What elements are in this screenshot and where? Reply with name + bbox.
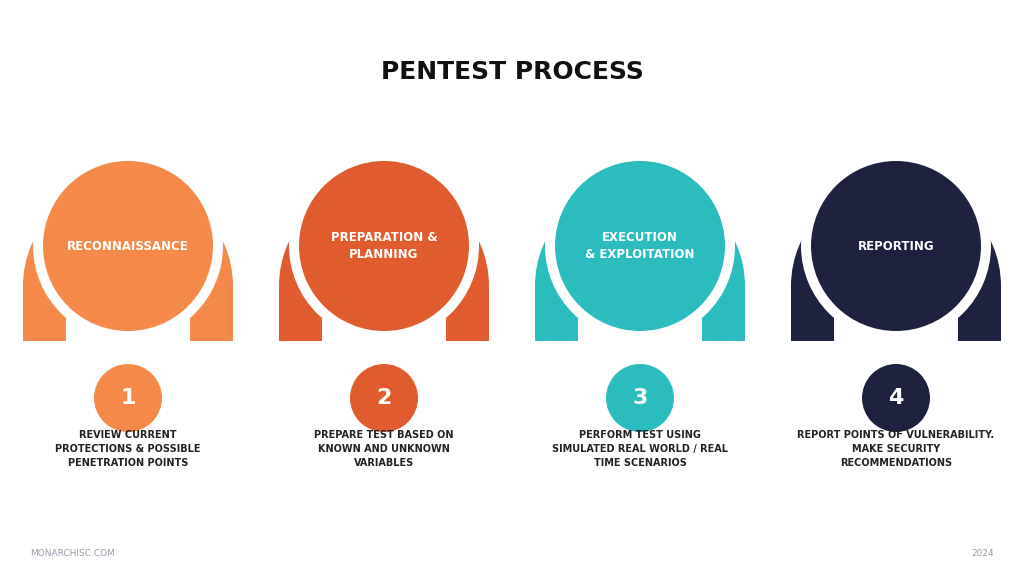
Bar: [535, 286, 578, 341]
Bar: [279, 286, 322, 341]
Circle shape: [84, 354, 172, 442]
Circle shape: [606, 364, 674, 432]
Bar: [702, 286, 745, 341]
Text: EXECUTION
& EXPLOITATION: EXECUTION & EXPLOITATION: [586, 231, 694, 261]
Text: PERFORM TEST USING
SIMULATED REAL WORLD / REAL
TIME SCENARIOS: PERFORM TEST USING SIMULATED REAL WORLD …: [552, 430, 728, 468]
Text: PREPARE TEST BASED ON
KNOWN AND UNKNOWN
VARIABLES: PREPARE TEST BASED ON KNOWN AND UNKNOWN …: [314, 430, 454, 468]
Text: PREPARATION &
PLANNING: PREPARATION & PLANNING: [331, 231, 437, 261]
Text: PENTEST PROCESS: PENTEST PROCESS: [381, 60, 643, 84]
Circle shape: [94, 364, 162, 432]
Circle shape: [350, 364, 418, 432]
Text: REPORT POINTS OF VULNERABILITY.
MAKE SECURITY
RECOMMENDATIONS: REPORT POINTS OF VULNERABILITY. MAKE SEC…: [798, 430, 994, 468]
Text: REVIEW CURRENT
PROTECTIONS & POSSIBLE
PENETRATION POINTS: REVIEW CURRENT PROTECTIONS & POSSIBLE PE…: [55, 430, 201, 468]
Wedge shape: [535, 181, 745, 286]
Circle shape: [299, 161, 469, 331]
Wedge shape: [23, 181, 233, 286]
Wedge shape: [791, 181, 1001, 286]
Circle shape: [555, 161, 725, 331]
Bar: [791, 286, 834, 341]
Circle shape: [852, 354, 940, 442]
Wedge shape: [279, 181, 489, 286]
Circle shape: [340, 354, 428, 442]
Circle shape: [33, 151, 223, 341]
Circle shape: [43, 161, 213, 331]
Circle shape: [862, 364, 930, 432]
Text: 3: 3: [632, 388, 648, 408]
Text: REPORTING: REPORTING: [858, 240, 934, 252]
Circle shape: [545, 151, 735, 341]
Bar: [958, 286, 1001, 341]
Bar: [446, 286, 489, 341]
Text: 1: 1: [120, 388, 136, 408]
Bar: [190, 286, 233, 341]
Circle shape: [596, 354, 684, 442]
Circle shape: [289, 151, 479, 341]
Text: 2024: 2024: [972, 550, 994, 559]
Text: MONARCHISC.COM: MONARCHISC.COM: [30, 550, 115, 559]
Circle shape: [811, 161, 981, 331]
Text: 4: 4: [888, 388, 904, 408]
Text: 2: 2: [376, 388, 392, 408]
Bar: [23, 286, 66, 341]
Text: RECONNAISSANCE: RECONNAISSANCE: [68, 240, 188, 252]
Circle shape: [801, 151, 991, 341]
